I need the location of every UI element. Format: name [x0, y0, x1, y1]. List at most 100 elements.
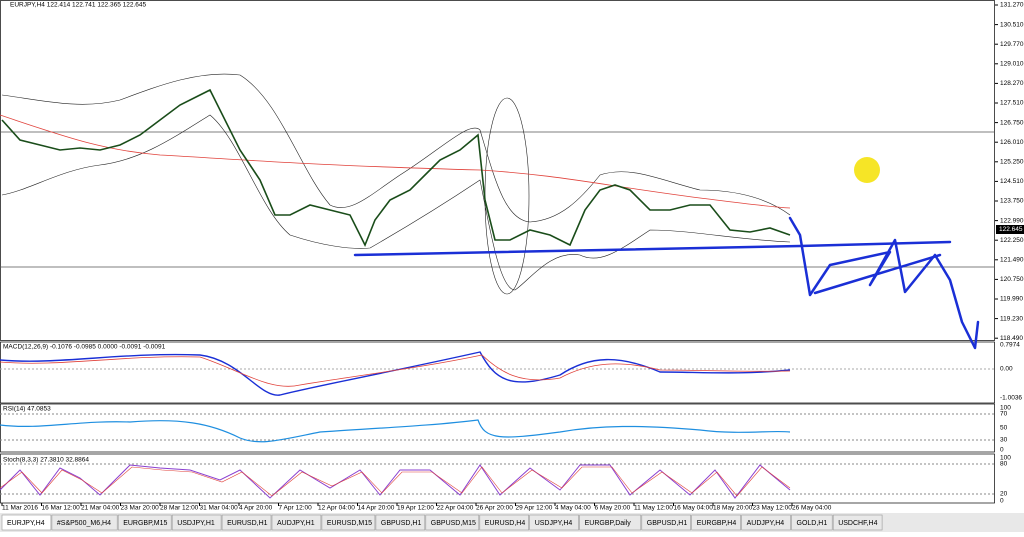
tab-label[interactable]: #S&P500_M6,H4 — [57, 520, 111, 527]
time-label: 28 Mar 12:00 — [160, 505, 199, 512]
time-label: 4 Apr 20:00 — [239, 505, 273, 512]
tab[interactable] — [425, 514, 480, 531]
macd-axis-label: -1.0036 — [1000, 395, 1022, 402]
stoch-axis-label: 0 — [1000, 498, 1004, 505]
price-label: 128.270 — [1000, 80, 1024, 87]
time-label: 23 Mar 20:00 — [121, 505, 160, 512]
price-label: 119.990 — [1000, 296, 1023, 303]
tab-label[interactable]: GBPUSD,H1 — [647, 520, 688, 527]
time-label: 19 Apr 12:00 — [397, 505, 434, 512]
tab-label[interactable]: EURJPY,H4 — [7, 520, 45, 527]
price-label: 122.990 — [1000, 217, 1024, 224]
time-label: 11 May 12:00 — [634, 505, 673, 512]
tab[interactable] — [691, 514, 741, 531]
price-label: 126.750 — [1000, 119, 1024, 126]
time-label: 16 Mar 12:00 — [42, 505, 81, 512]
tab-label[interactable]: USDJPY,H1 — [177, 520, 215, 527]
tab-label[interactable]: USDJPY,H4 — [535, 520, 573, 527]
tab[interactable] — [741, 514, 791, 531]
rsi-label: RSI(14) 47.0853 — [3, 406, 51, 413]
tab[interactable] — [271, 514, 322, 531]
macd-line — [0, 351, 791, 396]
tab[interactable] — [51, 514, 118, 531]
rsi-axis-label: 50 — [1000, 425, 1008, 432]
stoch-signal — [0, 466, 791, 497]
macd-axis-label: 0.00 — [1000, 366, 1013, 373]
tab-label[interactable]: AUDJPY,H4 — [747, 520, 785, 527]
bollinger-lower — [1, 114, 791, 291]
stoch-axis-label: 100 — [1000, 455, 1011, 462]
signal-line — [0, 354, 791, 387]
stoch-main — [0, 464, 791, 499]
tab[interactable] — [117, 514, 172, 531]
rsi-line — [0, 419, 791, 443]
price-label: 131.270 — [1000, 2, 1024, 9]
tab[interactable] — [221, 514, 272, 531]
time-label: 11 Mar 2016 — [2, 505, 38, 512]
tab[interactable] — [171, 514, 222, 531]
stoch-panel — [0, 453, 995, 504]
time-label: 31 Mar 04:00 — [200, 505, 239, 512]
price-label: 120.750 — [1000, 276, 1024, 283]
price-label: 125.250 — [1000, 159, 1024, 166]
rsi-axis-label: 0 — [1000, 447, 1004, 454]
rsi-panel — [0, 403, 995, 453]
tab[interactable] — [791, 514, 833, 531]
tab[interactable] — [375, 514, 426, 531]
main-panel — [0, 0, 995, 341]
price-tag — [996, 225, 1024, 234]
time-label: 7 Apr 12:00 — [279, 505, 313, 512]
time-label: 29 Apr 12:00 — [516, 505, 553, 512]
current-price: 122.645 — [999, 226, 1023, 233]
annotations — [353, 216, 980, 350]
tab[interactable] — [832, 514, 883, 531]
price-label: 127.510 — [1000, 100, 1024, 107]
time-label: 14 Apr 20:00 — [358, 505, 395, 512]
macd-axis-label: 0.7974 — [1000, 342, 1020, 349]
price-label: 121.490 — [1000, 257, 1024, 264]
stoch-axis-label: 80 — [1000, 461, 1008, 468]
time-label: 12 Apr 04:00 — [318, 505, 355, 512]
stoch-axis-label: 20 — [1000, 491, 1008, 498]
tab-label[interactable]: AUDJPY,H1 — [277, 520, 315, 527]
price-candles — [1, 88, 791, 247]
price-label: 119.230 — [1000, 315, 1023, 322]
tab-label[interactable]: EURGBP,H4 — [697, 520, 737, 527]
tab[interactable] — [321, 514, 376, 531]
tab-label[interactable]: EURUSD,H1 — [227, 520, 268, 527]
tab[interactable] — [529, 514, 579, 531]
tab-label[interactable]: GBPUSD,M15 — [431, 520, 476, 527]
time-label: 23 May 12:00 — [753, 505, 793, 512]
forecast-path — [788, 216, 980, 350]
time-label: 26 Apr 20:00 — [476, 505, 513, 512]
macd-panel — [0, 341, 995, 404]
tab-label[interactable]: GOLD,H1 — [797, 520, 828, 527]
tab-label[interactable]: EURUSD,M15 — [327, 520, 372, 527]
rsi-axis-label: 100 — [1000, 405, 1011, 412]
tab-label[interactable]: EURGBP,Daily — [585, 520, 632, 527]
tab[interactable] — [479, 514, 529, 531]
stoch-label: Stoch(8,3,3) 27.3810 32.8864 — [3, 457, 89, 464]
tab-label[interactable]: EURUSD,H4 — [485, 520, 526, 527]
tab[interactable] — [1, 514, 52, 531]
tab[interactable] — [641, 514, 691, 531]
bollinger-upper — [1, 73, 791, 223]
price-label: 123.750 — [1000, 198, 1024, 205]
panel-frames — [0, 0, 995, 504]
macd-label: MACD(12,26,9) -0.1076 -0.0985 0.0000 -0.… — [3, 344, 166, 351]
price-label: 124.510 — [1000, 178, 1024, 185]
rsi-axis-label: 30 — [1000, 437, 1008, 444]
tab-label[interactable]: GBPUSD,H1 — [381, 520, 422, 527]
tab[interactable] — [579, 514, 642, 531]
cursor-highlight — [854, 157, 880, 183]
price-label: 129.770 — [1000, 41, 1024, 48]
tab-label[interactable]: EURGBP,M15 — [123, 520, 167, 527]
time-label: 26 May 04:00 — [792, 505, 832, 512]
forecast-stroke — [813, 253, 942, 295]
time-label: 21 Mar 04:00 — [81, 505, 120, 512]
tab-label[interactable]: USDCHF,H4 — [838, 520, 877, 527]
